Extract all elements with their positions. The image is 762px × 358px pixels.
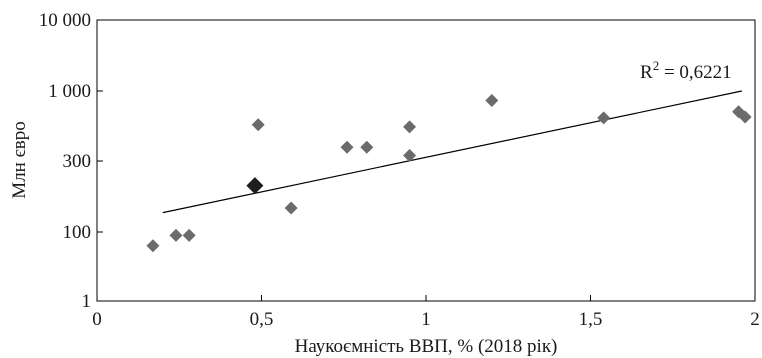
x-tick-label: 2 — [750, 309, 760, 330]
data-point — [251, 118, 265, 132]
x-tick-label: 0 — [92, 309, 102, 330]
data-point — [403, 120, 417, 134]
data-point — [738, 110, 752, 124]
data-point — [169, 228, 183, 242]
data-point — [146, 239, 160, 253]
data-point — [182, 228, 196, 242]
data-point — [597, 111, 611, 125]
y-axis-label: Млн євро — [9, 121, 30, 198]
data-point — [485, 93, 499, 107]
data-point — [284, 201, 298, 215]
x-tick-label: 1 — [421, 309, 431, 330]
x-tick-label: 0,5 — [250, 309, 274, 330]
y-axis-ticks: 1 100 300 1 000 10 000 — [39, 10, 103, 312]
y-tick-label: 1 — [82, 291, 92, 312]
y-tick-label: 1 000 — [48, 81, 91, 102]
data-points — [146, 93, 752, 253]
y-tick-label: 100 — [63, 222, 92, 243]
trendline-group — [162, 90, 742, 214]
highlighted-data-point — [246, 177, 264, 195]
data-point — [360, 140, 374, 154]
y-tick-label: 10 000 — [39, 10, 91, 31]
y-tick-label: 300 — [63, 151, 92, 172]
x-axis-ticks: 0 0,5 1 1,5 2 — [92, 295, 760, 330]
r-squared-label: R2 = 0,6221 — [640, 58, 732, 83]
x-axis-label: Наукоємність ВВП, % (2018 рік) — [295, 336, 558, 357]
trendline — [162, 90, 742, 214]
data-point — [403, 148, 417, 162]
data-point — [340, 140, 354, 154]
x-tick-label: 1,5 — [579, 309, 603, 330]
